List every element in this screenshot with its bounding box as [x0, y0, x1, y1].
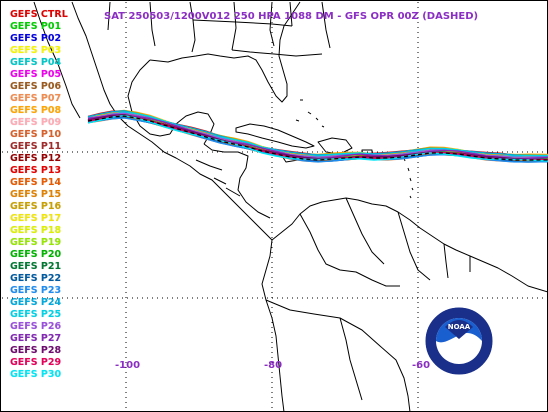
legend-item: GEFS P15	[10, 189, 62, 200]
ensemble-contour	[87, 114, 548, 162]
legend-item: GEFS P01	[10, 21, 62, 32]
coastline-south-america-west	[261, 239, 285, 412]
legend-item: GEFS P29	[10, 357, 62, 368]
border-line	[443, 243, 449, 279]
legend-item: GEFS P02	[10, 33, 62, 44]
border-line	[339, 317, 363, 401]
border-line	[345, 197, 385, 265]
border-line	[231, 1, 237, 51]
legend-item: GEFS P16	[10, 201, 62, 212]
legend-item: GEFS P18	[10, 225, 62, 236]
coastline-lesser-antilles	[403, 157, 414, 199]
coastline-central-america-pacific	[163, 151, 273, 241]
coastline-central-america-caribbean	[203, 143, 271, 219]
coastline-mexico-west	[71, 1, 165, 153]
legend-item: GEFS P28	[10, 345, 62, 356]
ensemble-legend: GEFS CTRL GEFS P01 GEFS P02 GEFS P03 GEFS P0…	[10, 9, 90, 381]
legend-item: GEFS P17	[10, 213, 62, 224]
legend-item: GEFS P25	[10, 309, 62, 320]
legend-item: GEFS P26	[10, 321, 62, 332]
longitude-label-60w: -60	[412, 360, 431, 371]
coastline-gulf-florida	[149, 1, 301, 103]
longitude-label-80w: -80	[264, 360, 283, 371]
border-line	[192, 19, 293, 27]
legend-item: GEFS P06	[10, 81, 62, 92]
border-line	[231, 49, 323, 57]
border-line	[189, 1, 196, 53]
coastline-baja	[33, 1, 81, 119]
border-line	[265, 299, 411, 412]
border-line	[225, 187, 241, 197]
coastline-south-america-north	[271, 197, 548, 293]
legend-item: GEFS P30	[10, 369, 62, 380]
legend-item: GEFS P22	[10, 273, 62, 284]
legend-item: GEFS P14	[10, 177, 62, 188]
border-line	[397, 211, 431, 281]
legend-item: GEFS P09	[10, 117, 62, 128]
ensemble-contour	[87, 111, 548, 157]
border-line	[299, 213, 400, 287]
legend-item: GEFS P08	[10, 105, 62, 116]
coastline-bahamas	[295, 99, 325, 128]
legend-item: GEFS P13	[10, 165, 62, 176]
ensemble-contour	[87, 110, 548, 156]
legend-item: GEFS P23	[10, 285, 62, 296]
border-line	[195, 159, 223, 171]
noaa-logo-icon: NOAA	[424, 306, 494, 376]
legend-item: GEFS CTRL	[10, 9, 68, 20]
legend-item: GEFS P05	[10, 69, 62, 80]
legend-item: GEFS P10	[10, 129, 62, 140]
border-line	[321, 1, 331, 49]
border-line	[289, 1, 293, 27]
legend-item: GEFS P24	[10, 297, 62, 308]
contour-bundle	[87, 109, 548, 163]
legend-item: GEFS P04	[10, 57, 62, 68]
legend-item: GEFS P19	[10, 237, 62, 248]
legend-item: GEFS P20	[10, 249, 62, 260]
map-title: SAT 250503/1200V012 250 HPA 1088 DM - GF…	[104, 11, 479, 22]
border-line	[149, 1, 156, 47]
longitude-label-100w: -100	[115, 360, 141, 371]
legend-item: GEFS P07	[10, 93, 62, 104]
coastline-hispaniola	[317, 137, 353, 155]
noaa-logo-text: NOAA	[448, 323, 471, 331]
legend-item: GEFS P03	[10, 45, 62, 56]
legend-item: GEFS P11	[10, 141, 62, 152]
legend-item: GEFS P12	[10, 153, 62, 164]
border-line	[107, 1, 111, 31]
legend-item: GEFS P21	[10, 261, 62, 272]
border-line	[213, 177, 227, 185]
operational-contour	[87, 115, 548, 161]
border-line	[269, 1, 275, 47]
coastline-cuba	[235, 123, 315, 149]
legend-item: GEFS P27	[10, 333, 62, 344]
